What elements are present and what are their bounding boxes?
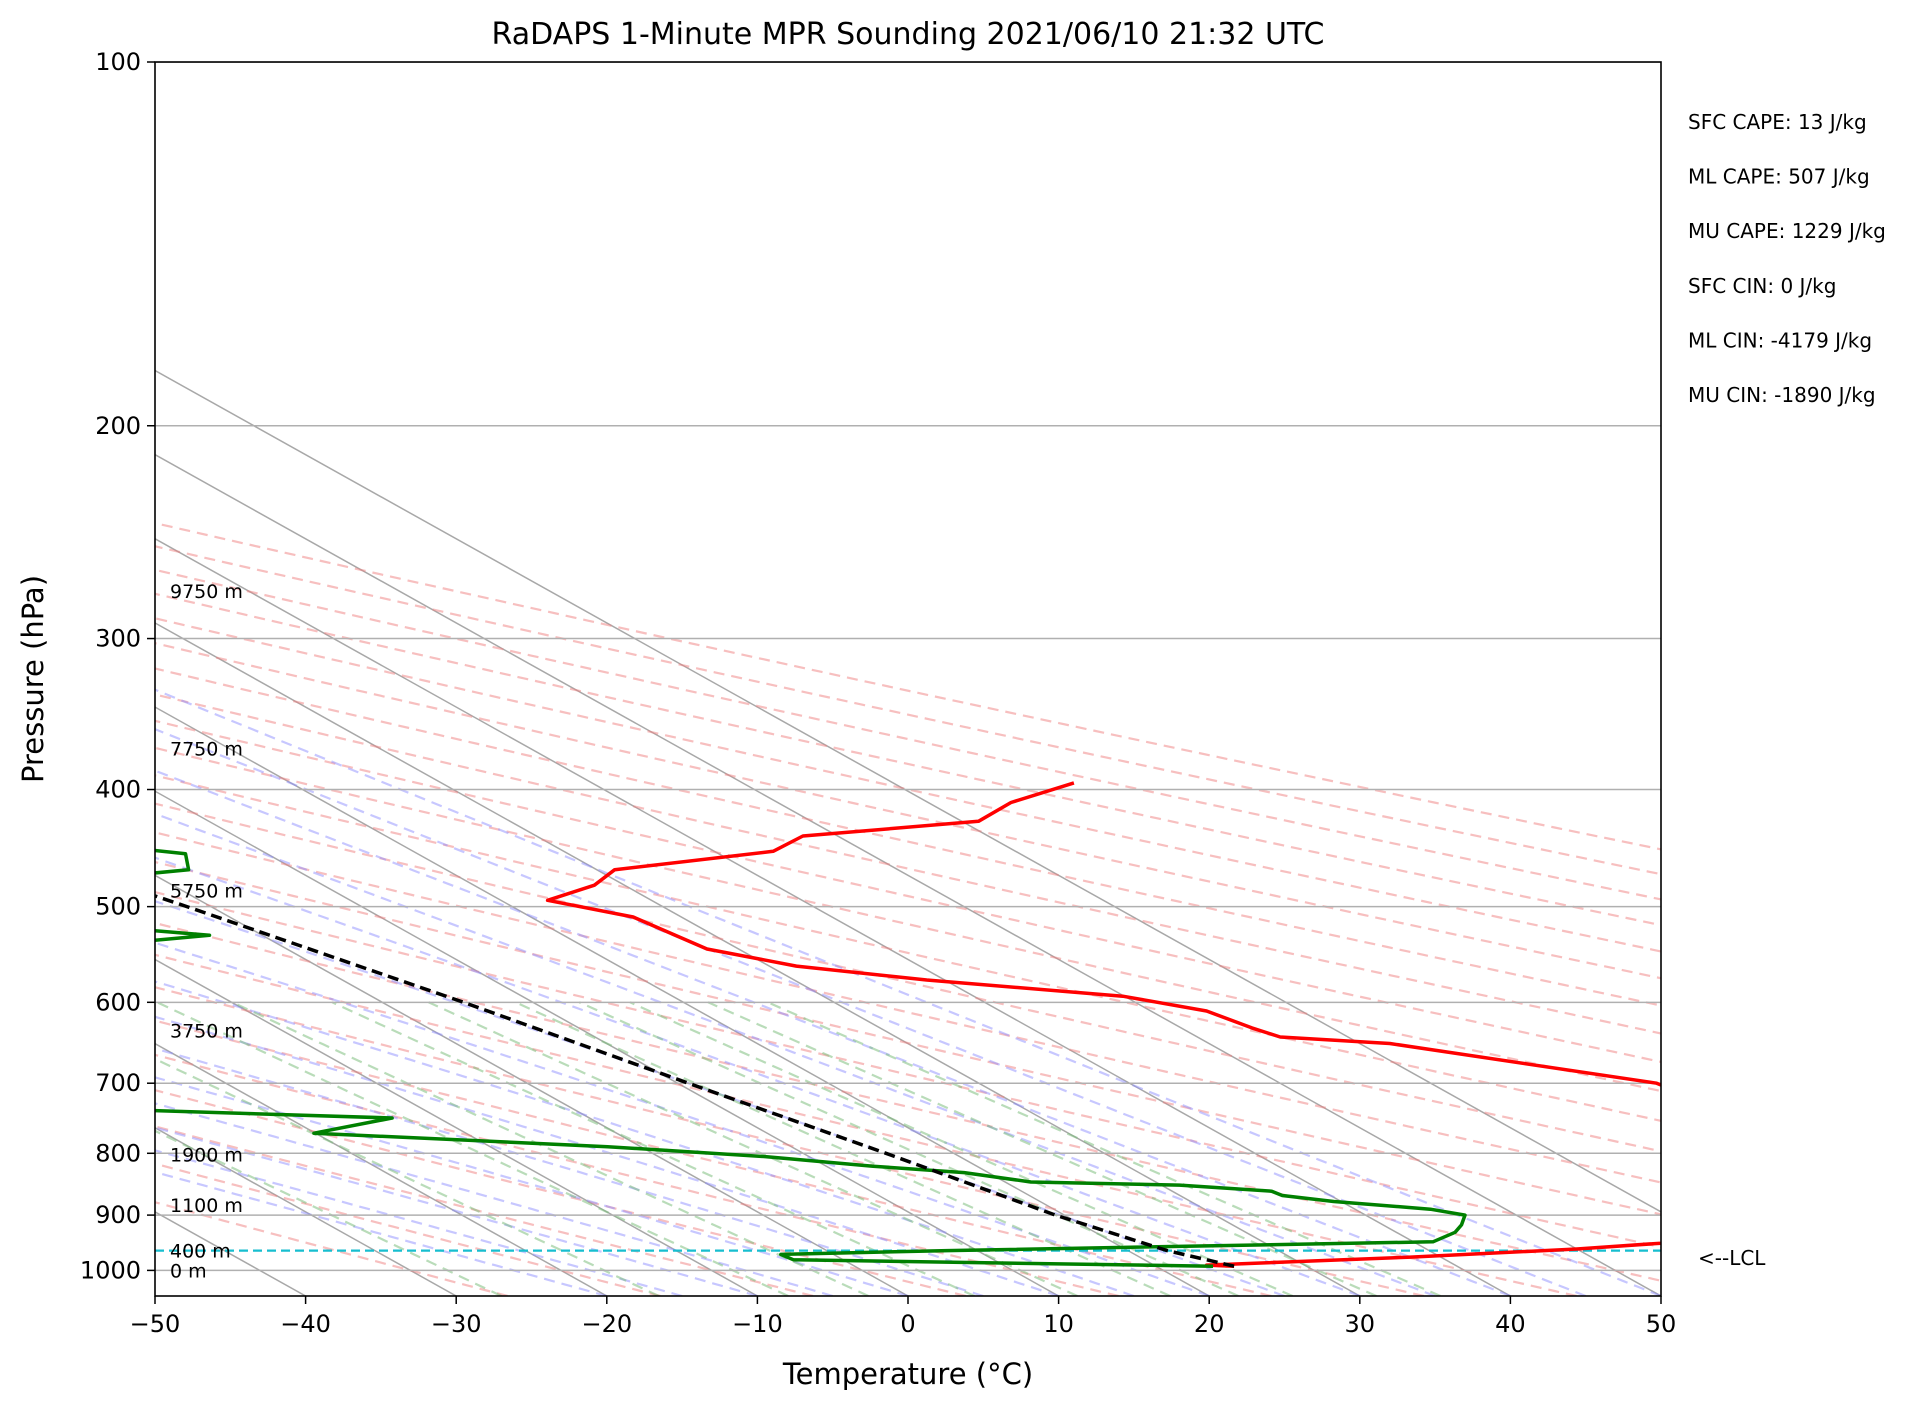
height-label: 1900 m: [170, 1145, 243, 1167]
x-tick-label: −50: [130, 1310, 181, 1338]
y-tick-label: 400: [95, 776, 141, 804]
dry-adiabat-line: [155, 1053, 1119, 1296]
x-tick-label: 0: [900, 1310, 915, 1338]
dry-adiabat-line: [155, 921, 1661, 1282]
x-tick-label: −40: [280, 1310, 331, 1338]
moist-adiabat-line: [155, 1126, 758, 1296]
y-axis-label: Pressure (hPa): [16, 575, 50, 783]
plot-background: [155, 62, 1661, 1296]
dry-adiabat-line: [155, 802, 1661, 1153]
dry-adiabat-line: [155, 890, 1661, 1249]
moist-adiabat-line: [155, 688, 1661, 1296]
lcl-label: <--LCL: [1698, 1246, 1766, 1270]
stat-line: MU CAPE: 1229 J/kg: [1688, 219, 1886, 243]
isotherm-line: [155, 622, 1361, 1296]
x-tick-label: −10: [732, 1310, 783, 1338]
y-tick-label: 600: [95, 988, 141, 1016]
moist-adiabat-line: [155, 812, 1436, 1296]
y-tick-label: 200: [95, 412, 141, 440]
y-tick-label: 500: [95, 893, 141, 921]
x-tick-label: 50: [1646, 1310, 1677, 1338]
height-label: 7750 m: [170, 739, 243, 761]
x-tick-label: 10: [1043, 1310, 1074, 1338]
axis-ticks: −50 −40 −30 −20 −10 0 10 20 30 40 50 100 200 300 400 50…: [80, 48, 1676, 1338]
isotherm-line: [155, 369, 1661, 1213]
height-label: 1100 m: [170, 1195, 243, 1217]
mixing-ratio-line: [629, 1001, 1294, 1296]
moist-adiabat-line: [155, 1102, 834, 1296]
y-tick-label: 1000: [80, 1256, 141, 1284]
pressure-gridlines: [155, 62, 1661, 1272]
x-tick-label: 20: [1194, 1310, 1225, 1338]
dry-adiabat-line: [155, 667, 1661, 1007]
isotherm-line: [155, 958, 758, 1296]
dry-adiabat-line: [155, 545, 1661, 876]
height-label: 9750 m: [170, 581, 243, 603]
y-tick-label: 300: [95, 625, 141, 653]
x-tick-label: −20: [581, 1310, 632, 1338]
x-axis-label: Temperature (°C): [782, 1357, 1033, 1391]
sounding-traces: [155, 781, 1661, 1268]
mixing-ratio-line: [515, 1001, 1171, 1296]
dry-adiabat-line: [155, 1201, 508, 1296]
dry-adiabat-line: [155, 1019, 1272, 1296]
mixing-ratio-line: [428, 1001, 1078, 1296]
mixing-ratio-line: [707, 1001, 1377, 1296]
dry-adiabat-line: [155, 860, 1661, 1216]
moist-adiabat-line: [155, 941, 1210, 1296]
temperature-trace: [545, 781, 1661, 1268]
x-tick-label: −30: [431, 1310, 482, 1338]
dewpoint-trace: [155, 848, 1467, 1268]
y-tick-label: 700: [95, 1069, 141, 1097]
moist-adiabat-line: [155, 1170, 608, 1296]
moist-adiabat-line: [155, 1015, 1059, 1296]
stat-line: ML CAPE: 507 J/kg: [1688, 165, 1870, 189]
moist-adiabat-line: [155, 728, 1587, 1296]
isotherm-line: [155, 790, 1059, 1296]
x-tick-label: 30: [1345, 1310, 1376, 1338]
height-label: 0 m: [170, 1260, 207, 1282]
dry-adiabat-line: [155, 774, 1661, 1122]
height-label: 5750 m: [170, 881, 243, 903]
y-tick-label: 900: [95, 1201, 141, 1229]
isotherm-line: [155, 1042, 608, 1296]
isotherm-line: [155, 874, 909, 1296]
x-tick-label: 40: [1495, 1310, 1526, 1338]
mixing-ratio-line: [155, 1129, 502, 1296]
moist-adiabat-line: [155, 1047, 984, 1296]
stat-line: ML CIN: -4179 J/kg: [1688, 328, 1872, 352]
isotherm-line: [0, 62, 4, 1296]
dry-adiabat-line: [155, 693, 1661, 1035]
isotherm-line: [155, 453, 1661, 1296]
y-tick-label: 100: [95, 48, 141, 76]
mixing-ratio-line: [767, 1001, 1441, 1296]
isotherm-line: [155, 537, 1511, 1296]
isotherm-line: [155, 706, 1210, 1296]
chart-title: RaDAPS 1-Minute MPR Sounding 2021/06/10 …: [492, 17, 1325, 52]
y-tick-label: 800: [95, 1139, 141, 1167]
stat-line: SFC CAPE: 13 J/kg: [1688, 110, 1867, 134]
mixing-ratio-line: [155, 1057, 660, 1296]
height-label: 400 m: [170, 1241, 231, 1263]
moist-adiabat-line: [155, 769, 1511, 1296]
mixing-ratio-line: [331, 1001, 975, 1296]
stat-line: MU CIN: -1890 J/kg: [1688, 383, 1876, 407]
background-lines: [0, 62, 1661, 1296]
stat-line: SFC CIN: 0 J/kg: [1688, 274, 1836, 298]
height-label: 3750 m: [170, 1020, 243, 1042]
mixing-ratio-line: [578, 1001, 1239, 1296]
dry-adiabat-line: [155, 953, 1577, 1296]
parcel-trace: [155, 894, 1235, 1268]
stats-panel: SFC CAPE: 13 J/kg ML CAPE: 507 J/kg MU CAP…: [1688, 110, 1886, 407]
mixing-ratio-line: [156, 1001, 789, 1296]
